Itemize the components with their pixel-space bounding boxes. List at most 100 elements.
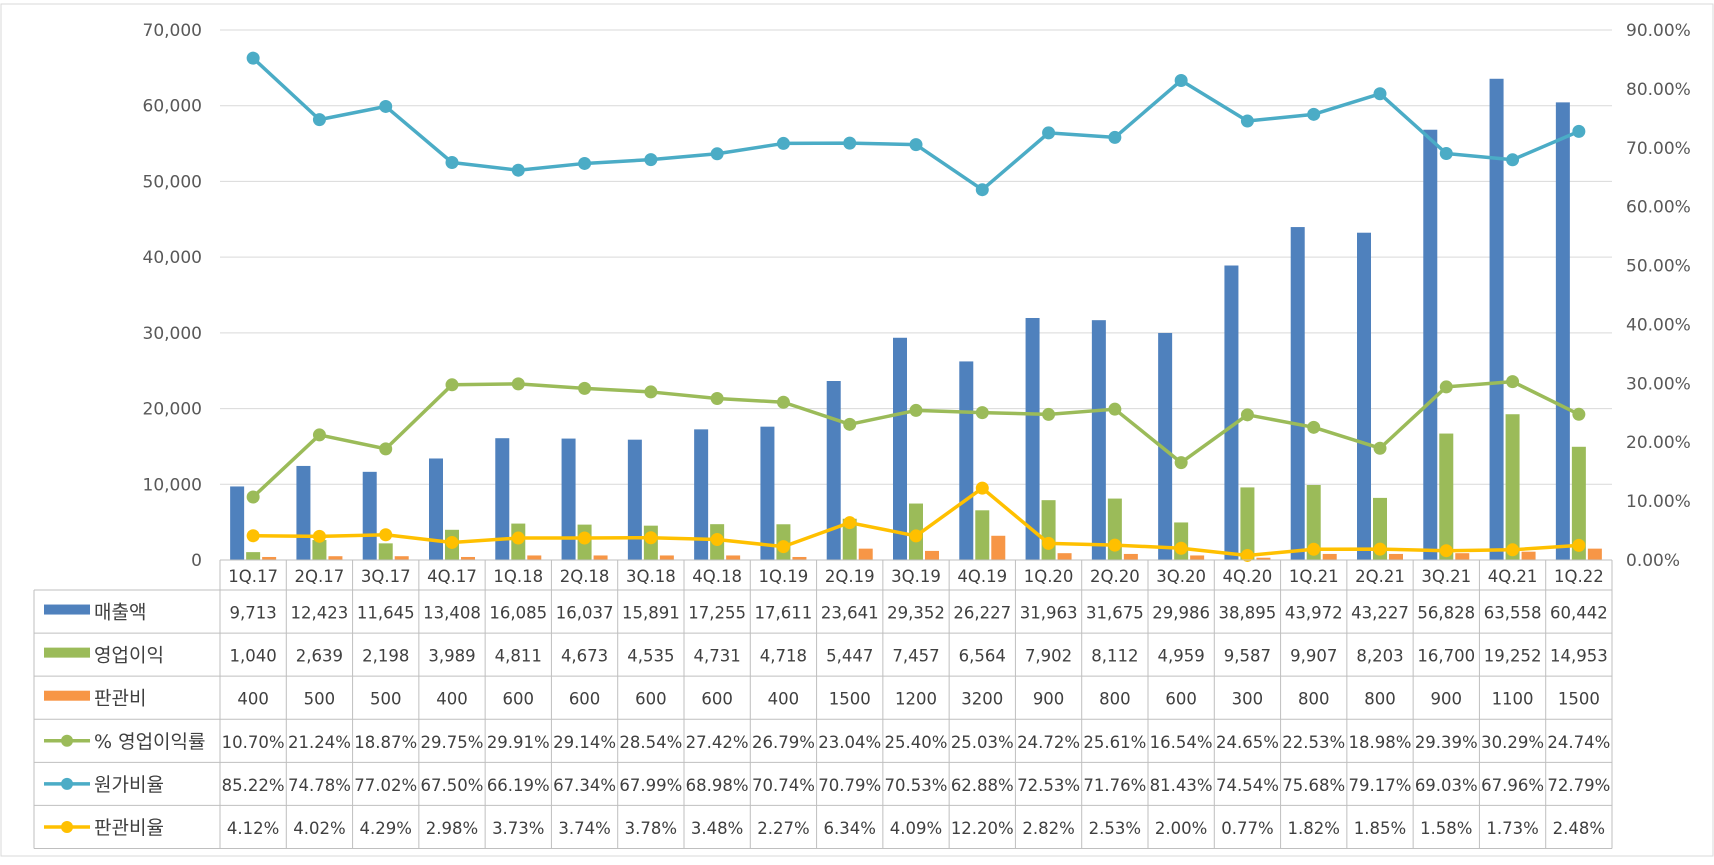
data-label: 26,227 (953, 604, 1011, 623)
data-label: 4,959 (1158, 647, 1205, 666)
line-point-2 (776, 136, 790, 150)
data-label: 71.76% (1083, 776, 1146, 795)
data-label: 16,037 (556, 604, 614, 623)
series-line-1 (251, 379, 1580, 499)
data-label: 300 (1232, 690, 1264, 709)
data-label: 79.17% (1349, 776, 1412, 795)
bar-1 (1555, 102, 1570, 561)
bar-1 (1025, 317, 1040, 560)
data-label: 30.29% (1481, 733, 1544, 752)
y-left-tick-label: 0 (191, 551, 202, 571)
data-label: 800 (1099, 690, 1131, 709)
data-label: 56,828 (1417, 604, 1475, 623)
data-label: 38,895 (1219, 604, 1277, 623)
y-left-tick-label: 10,000 (143, 475, 202, 495)
bar-1 (627, 439, 642, 560)
data-label: 13,408 (423, 604, 481, 623)
line-point-3 (1174, 541, 1188, 555)
data-label: 31,963 (1020, 604, 1078, 623)
data-label: 21.24% (288, 733, 351, 752)
line-point-1 (1174, 456, 1188, 470)
data-label: 4,731 (694, 647, 741, 666)
line-point-2 (1439, 146, 1453, 160)
data-label: 15,891 (622, 604, 680, 623)
data-label: 5,447 (826, 647, 873, 666)
data-label: 4,673 (561, 647, 608, 666)
data-label: 1500 (1558, 690, 1600, 709)
data-label: 29.14% (553, 733, 616, 752)
bar-3 (858, 548, 873, 560)
data-label: 600 (569, 690, 601, 709)
bar-2 (842, 518, 857, 560)
line-point-2 (1506, 153, 1520, 167)
data-label: 400 (237, 690, 269, 709)
line-point-2 (710, 147, 724, 161)
data-label: 1,040 (230, 647, 277, 666)
data-label: 67.50% (421, 776, 484, 795)
data-label: 18.98% (1349, 733, 1412, 752)
line-point-3 (578, 531, 592, 545)
data-label: 74.78% (288, 776, 351, 795)
data-label: 26.79% (752, 733, 815, 752)
x-tick-label: 1Q.20 (1024, 567, 1074, 586)
bar-2 (312, 540, 327, 560)
data-label: 1.82% (1288, 819, 1340, 838)
chart-frame (0, 3, 1714, 857)
x-tick-label: 2Q.20 (1090, 567, 1140, 586)
data-label: 67.99% (619, 776, 682, 795)
data-label: 81.43% (1150, 776, 1213, 795)
data-label: 3,989 (428, 647, 475, 666)
data-label: 1200 (895, 690, 937, 709)
data-label: 29.91% (487, 733, 550, 752)
data-label: 3.48% (691, 819, 743, 838)
bar-1 (561, 438, 576, 560)
line-point-2 (1307, 107, 1321, 121)
y-left-tick-label: 50,000 (143, 172, 202, 192)
bar-2 (975, 510, 990, 560)
bar-1 (1091, 320, 1106, 560)
data-label: 72.79% (1547, 776, 1610, 795)
y-right-tick-label: 80.00% (1626, 80, 1691, 100)
line-point-2 (1373, 87, 1387, 101)
line-point-2 (1240, 114, 1254, 128)
bar-1 (959, 361, 974, 560)
data-label: 3.74% (558, 819, 610, 838)
y-left-tick-label: 20,000 (143, 400, 202, 420)
data-label: 8,203 (1356, 647, 1403, 666)
bar-1 (1423, 129, 1438, 561)
line-point-3 (379, 528, 393, 542)
line-point-1 (909, 403, 923, 417)
line-point-2 (578, 156, 592, 170)
data-label: 2.48% (1553, 819, 1605, 838)
line-point-1 (246, 490, 260, 504)
x-tick-label: 4Q.20 (1223, 567, 1273, 586)
data-label: 66.19% (487, 776, 550, 795)
bar-1 (1158, 332, 1173, 560)
data-label: 600 (503, 690, 535, 709)
x-tick-label: 4Q.17 (427, 567, 477, 586)
line-point-1 (1108, 402, 1122, 416)
data-label: 74.54% (1216, 776, 1279, 795)
line-point-3 (644, 531, 658, 545)
x-tick-label: 1Q.22 (1554, 567, 1604, 586)
x-tick-label: 1Q.17 (228, 567, 278, 586)
bar-3 (1123, 553, 1138, 560)
data-label: 9,713 (230, 604, 277, 623)
line-point-3 (710, 533, 724, 547)
series-line-2 (251, 56, 1580, 192)
x-tick-label: 3Q.19 (891, 567, 941, 586)
bar-3 (925, 550, 939, 560)
line-point-3 (511, 531, 525, 545)
data-label: 6.34% (824, 819, 876, 838)
line-point-2 (644, 153, 658, 167)
line-point-3 (246, 529, 260, 543)
bar-1 (362, 471, 377, 560)
line-point-1 (511, 377, 525, 391)
data-label: 43,227 (1351, 604, 1409, 623)
bar-3 (262, 556, 277, 560)
x-tick-label: 2Q.21 (1355, 567, 1405, 586)
data-label: 12,423 (291, 604, 349, 623)
bar-2 (1041, 500, 1056, 560)
data-label: 800 (1298, 690, 1330, 709)
